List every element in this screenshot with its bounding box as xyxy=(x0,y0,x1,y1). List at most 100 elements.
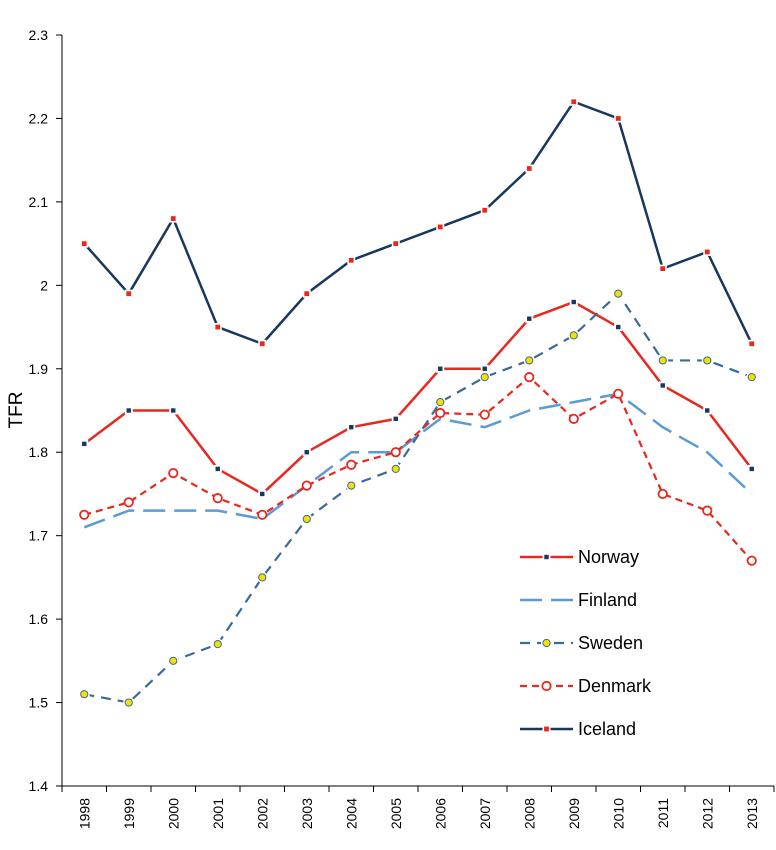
x-tick-label: 2001 xyxy=(210,798,226,829)
series-denmark-point-marker xyxy=(435,407,446,419)
series-denmark-point-marker xyxy=(568,413,579,424)
axes-layer: 1.4 1.5 1.6 1.7 1.8 1.9 2 2.1 2.2 2.3 1998 1999 2000… xyxy=(29,27,775,829)
x-tick-label: 2006 xyxy=(432,798,448,829)
y-tick-label: 2.3 xyxy=(29,27,49,43)
y-tick-label: 2 xyxy=(40,277,48,293)
series-denmark-point-marker xyxy=(301,480,312,491)
series-denmark-point-marker xyxy=(123,497,134,508)
series-sweden-point-marker xyxy=(169,656,178,665)
series-norway-line xyxy=(83,300,753,496)
legend-item-sweden: Sweden xyxy=(520,633,643,653)
x-tick-label: 2002 xyxy=(254,798,270,829)
series-sweden-point-marker xyxy=(747,373,756,382)
series-denmark-point-marker xyxy=(702,505,713,516)
series-sweden-point-marker xyxy=(436,398,445,407)
series-denmark-point-marker xyxy=(746,555,757,566)
series-sweden-point-marker xyxy=(569,331,578,340)
series-norway-point-marker xyxy=(616,324,621,330)
series-denmark-line xyxy=(83,376,753,562)
series-sweden-point-marker xyxy=(703,356,712,365)
series-norway-point-marker xyxy=(349,424,354,430)
legend-item-denmark: Denmark xyxy=(520,676,652,696)
series-iceland-point-marker xyxy=(571,99,577,105)
series-sweden-line xyxy=(84,292,753,704)
series-finland-line xyxy=(83,392,753,529)
x-tick-label: 2004 xyxy=(343,798,359,829)
series-norway-point-marker xyxy=(482,366,487,371)
series-iceland-point-marker xyxy=(393,241,399,247)
series-iceland-point-marker xyxy=(304,291,310,297)
series-sweden-point-marker xyxy=(525,356,534,365)
series-norway-point-marker xyxy=(304,450,309,455)
series-iceland-point-marker xyxy=(437,224,443,230)
series-norway-point-marker xyxy=(215,466,220,472)
markers-layer xyxy=(78,97,758,709)
series-iceland-point-marker xyxy=(126,291,132,297)
series-norway-point-marker xyxy=(660,383,665,388)
series-denmark-point-marker xyxy=(79,509,90,520)
y-tick-label: 1.8 xyxy=(29,444,49,460)
y-axis-title: TFR xyxy=(6,392,27,429)
series-iceland-point-marker xyxy=(749,341,755,347)
series-iceland-line xyxy=(83,100,753,345)
y-tick-label: 1.7 xyxy=(29,528,49,544)
series-norway-point-marker xyxy=(126,408,131,413)
legend-denmark-marker xyxy=(541,680,552,692)
legend-sweden-marker xyxy=(542,638,551,648)
series-sweden-point-marker xyxy=(258,573,267,582)
x-tick-label: 2000 xyxy=(165,798,181,829)
legend-iceland-marker xyxy=(544,726,549,732)
series-iceland-point-marker xyxy=(259,341,265,347)
x-tick-label: 2008 xyxy=(521,798,537,829)
legend-label-norway: Norway xyxy=(578,547,639,567)
legend-item-iceland: Iceland xyxy=(520,719,636,739)
series-norway-point-marker xyxy=(527,316,532,321)
series-iceland-point-marker xyxy=(170,216,176,221)
series-iceland-point-marker xyxy=(526,166,532,171)
legend-item-norway: Norway xyxy=(520,547,639,567)
x-tick-label: 2013 xyxy=(744,798,760,829)
legend-label-finland: Finland xyxy=(578,590,637,610)
series-iceland-point-marker xyxy=(482,207,488,213)
series-iceland-point-marker xyxy=(81,241,87,247)
series-layer xyxy=(83,100,753,704)
x-tick-label: 2011 xyxy=(655,798,671,828)
y-tick-label: 1.5 xyxy=(29,695,49,711)
x-tick-label: 2007 xyxy=(477,798,493,829)
y-tick-label: 2.2 xyxy=(29,110,49,126)
series-denmark-point-marker xyxy=(168,467,179,479)
x-tick-label: 2003 xyxy=(299,798,315,829)
series-denmark-point-marker xyxy=(257,509,268,520)
series-denmark-point-marker xyxy=(390,447,401,458)
series-norway-point-marker xyxy=(705,408,710,413)
series-norway-point-marker xyxy=(260,491,265,497)
series-norway-point-marker xyxy=(571,299,576,305)
series-denmark-point-marker xyxy=(479,409,490,420)
x-tick-label: 2012 xyxy=(699,798,715,829)
legend: Norway Finland Sweden Denmark Iceland xyxy=(520,547,652,739)
x-tick-label: 2009 xyxy=(566,798,582,829)
series-sweden-point-marker xyxy=(302,514,311,524)
series-iceland-point-marker xyxy=(348,257,354,263)
x-tick-label: 2005 xyxy=(388,798,404,829)
series-sweden-point-marker xyxy=(658,356,667,365)
series-denmark-point-marker xyxy=(657,488,668,500)
legend-label-sweden: Sweden xyxy=(578,633,643,653)
series-norway-point-marker xyxy=(438,366,443,371)
series-norway-point-marker xyxy=(393,416,398,422)
series-sweden-point-marker xyxy=(124,698,133,707)
series-iceland-point-marker xyxy=(704,249,710,255)
x-tick-label: 2010 xyxy=(610,798,626,829)
series-sweden-point-marker xyxy=(614,289,623,298)
series-denmark-point-marker xyxy=(524,372,535,383)
y-tick-label: 1.4 xyxy=(29,778,49,794)
series-sweden-point-marker xyxy=(80,690,89,699)
series-denmark-point-marker xyxy=(212,493,223,504)
series-sweden-point-marker xyxy=(480,373,489,382)
series-iceland-point-marker xyxy=(660,266,666,272)
series-sweden-point-marker xyxy=(213,640,222,649)
series-norway-point-marker xyxy=(749,466,754,472)
legend-norway-marker xyxy=(544,554,549,560)
x-tick-label: 1998 xyxy=(76,798,92,829)
